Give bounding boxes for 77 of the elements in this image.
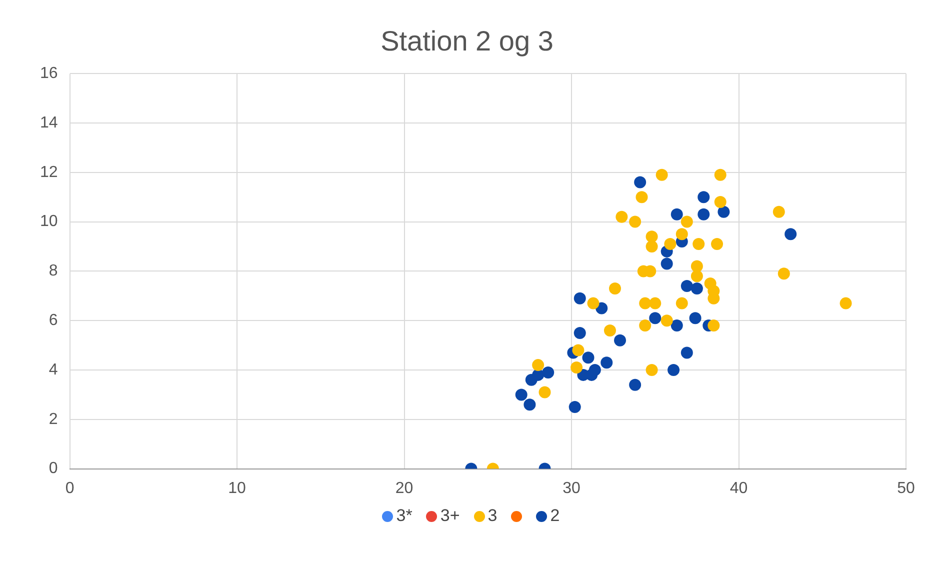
point xyxy=(629,216,642,228)
point xyxy=(629,378,642,391)
x-tick-label: 20 xyxy=(395,480,414,497)
point xyxy=(614,334,626,346)
point xyxy=(668,364,680,376)
legend-label: 3 xyxy=(488,506,498,526)
point xyxy=(532,359,544,372)
point xyxy=(588,364,601,376)
y-tick-label: 0 xyxy=(48,460,58,478)
point xyxy=(616,210,628,223)
point xyxy=(680,346,693,359)
y-tick-label: 14 xyxy=(40,114,58,132)
y-tick-label: 4 xyxy=(48,361,58,378)
point xyxy=(574,326,586,339)
point xyxy=(772,206,785,218)
point xyxy=(660,258,673,270)
point xyxy=(639,320,652,332)
point xyxy=(542,366,554,378)
y-tick-label: 10 xyxy=(40,213,58,230)
point xyxy=(711,238,724,250)
point xyxy=(690,270,703,282)
point xyxy=(670,320,683,332)
point xyxy=(689,312,702,324)
point xyxy=(676,228,688,240)
point xyxy=(690,282,703,294)
legend-label: 3* xyxy=(396,506,412,526)
point xyxy=(680,280,693,292)
y-tick-label: 16 xyxy=(40,65,58,82)
x-tick-label: 30 xyxy=(562,480,581,497)
point xyxy=(587,297,600,310)
x-tick-label: 50 xyxy=(897,480,915,497)
point xyxy=(778,268,790,280)
point xyxy=(636,191,648,204)
point xyxy=(582,352,594,364)
point xyxy=(840,297,852,310)
point xyxy=(656,168,668,181)
point xyxy=(609,282,621,294)
y-tick-label: 12 xyxy=(40,164,58,181)
point xyxy=(698,191,710,204)
x-tick-label: 40 xyxy=(730,480,748,497)
point xyxy=(708,320,720,332)
point xyxy=(680,216,693,228)
point xyxy=(698,208,710,220)
chart-title: Station 2 og 3 xyxy=(380,26,554,57)
x-tick-label: 0 xyxy=(65,480,74,497)
y-tick-label: 2 xyxy=(48,410,58,428)
point xyxy=(660,314,673,327)
y-tick-label: 8 xyxy=(48,262,58,280)
point xyxy=(664,238,676,250)
point xyxy=(714,168,726,181)
point xyxy=(524,398,536,411)
point xyxy=(574,292,586,304)
point xyxy=(670,208,683,220)
point xyxy=(604,324,616,336)
legend-label: 3+ xyxy=(440,506,460,526)
point xyxy=(646,240,658,252)
point xyxy=(639,297,652,310)
point xyxy=(649,312,662,324)
point xyxy=(570,362,583,374)
y-tick-label: 6 xyxy=(48,312,58,330)
point xyxy=(714,196,726,208)
legend-label: 2 xyxy=(550,506,560,526)
point xyxy=(572,344,584,356)
point xyxy=(646,364,658,376)
point xyxy=(692,238,705,250)
point xyxy=(515,388,528,401)
point xyxy=(784,228,797,240)
point xyxy=(676,297,688,310)
point xyxy=(718,206,730,218)
point xyxy=(649,297,662,310)
point xyxy=(538,386,551,398)
x-tick-label: 10 xyxy=(228,480,246,497)
point xyxy=(646,230,658,243)
point xyxy=(596,302,608,314)
point xyxy=(600,356,613,369)
point xyxy=(634,176,646,188)
point xyxy=(568,401,581,414)
